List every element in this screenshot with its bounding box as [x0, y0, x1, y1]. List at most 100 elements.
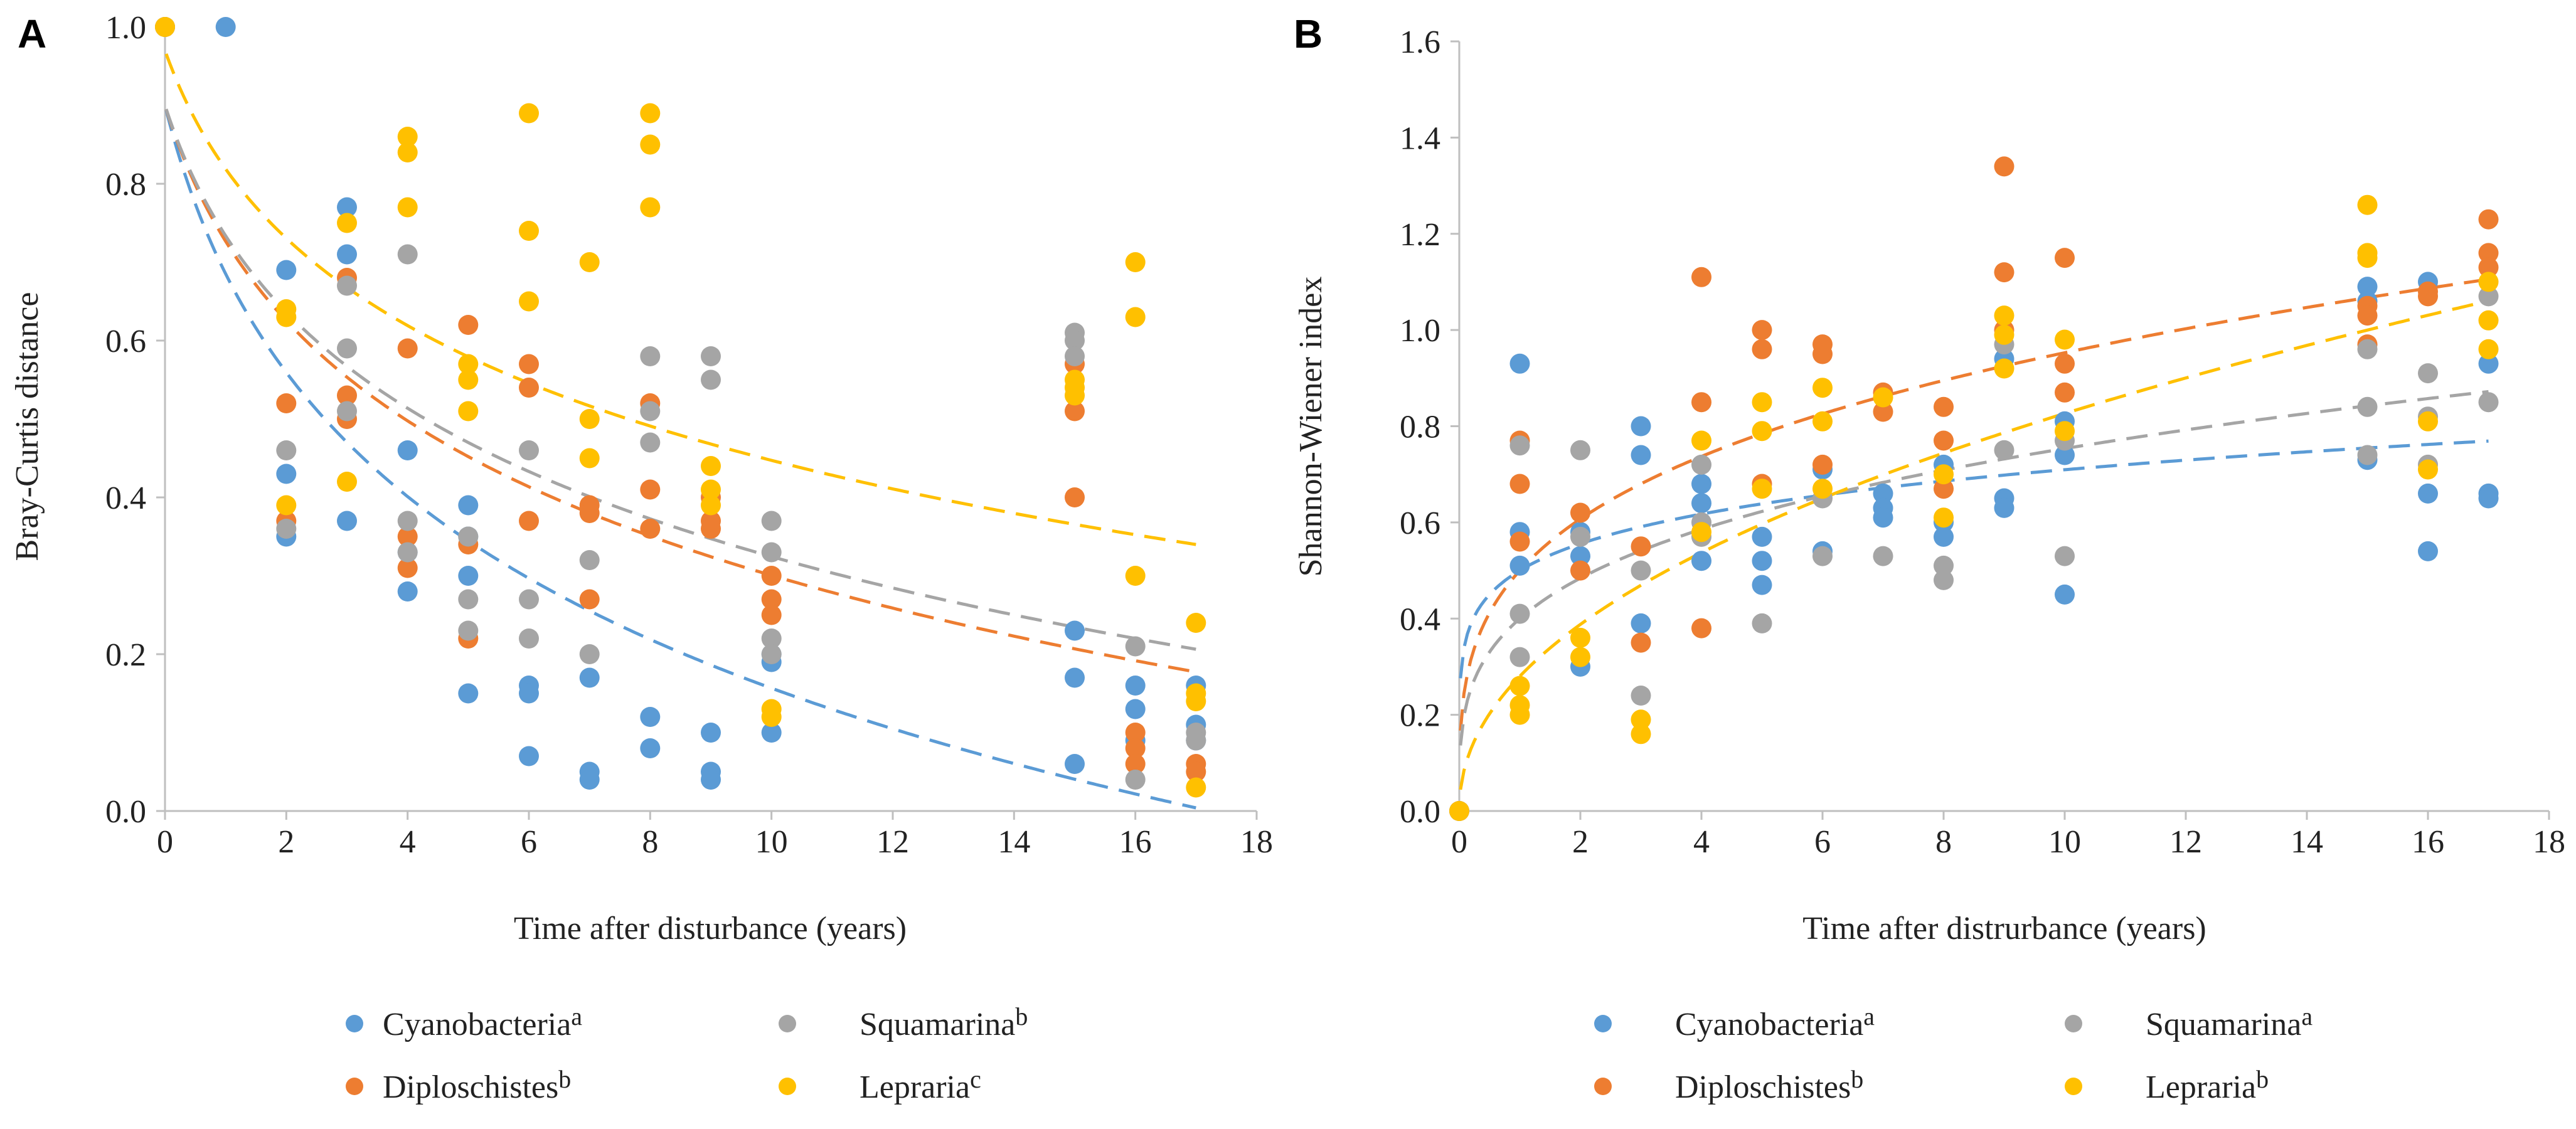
point-squamarina [701, 369, 721, 390]
point-cyanobacteria [1065, 754, 1085, 774]
point-squamarina [1994, 440, 2014, 460]
point-cyanobacteria [579, 667, 600, 688]
point-lepraria [1570, 647, 1590, 667]
point-squamarina [1812, 546, 1833, 566]
point-squamarina [1125, 770, 1146, 790]
point-lepraria [761, 707, 782, 727]
point-lepraria [1994, 324, 2014, 345]
panel-b-legend-item-lepraria: Leprariab [2065, 1065, 2269, 1105]
point-cyanobacteria [2357, 277, 2378, 297]
point-cyanobacteria [579, 770, 600, 790]
legend-marker-diploschistes [1594, 1078, 1612, 1095]
point-cyanobacteria [1691, 474, 1711, 494]
point-squamarina [640, 401, 661, 421]
point-diploschistes [2478, 243, 2499, 263]
point-diploschistes [579, 589, 600, 610]
point-lepraria [701, 495, 721, 516]
x-tick-label: 8 [1935, 824, 1952, 860]
point-lepraria [1186, 691, 1206, 711]
trendline-diploschistes [1459, 277, 2489, 731]
y-tick-label: 1.6 [1400, 24, 1440, 60]
point-diploschistes [337, 385, 357, 406]
point-cyanobacteria [397, 581, 418, 602]
point-diploschistes [1934, 479, 1954, 499]
point-cyanobacteria [276, 464, 297, 484]
point-cyanobacteria [2055, 445, 2075, 465]
point-cyanobacteria [2055, 584, 2075, 605]
point-squamarina [397, 542, 418, 563]
panel-a: A Bray-Curtis distance Time after distur… [9, 10, 1273, 1105]
point-cyanobacteria [1691, 493, 1711, 514]
point-squamarina [397, 244, 418, 265]
point-diploschistes [2055, 382, 2075, 403]
legend-marker-cyanobacteria [346, 1015, 363, 1032]
point-squamarina [519, 589, 539, 610]
point-cyanobacteria [2418, 541, 2438, 561]
point-squamarina [1065, 346, 1085, 366]
x-tick-label: 16 [2412, 824, 2444, 860]
legend-sup: b [2256, 1065, 2269, 1093]
point-diploschistes [640, 479, 661, 500]
point-diploschistes [1509, 531, 1530, 552]
y-tick-label: 0.8 [1400, 410, 1440, 445]
point-cyanobacteria [1125, 699, 1146, 719]
point-lepraria [1812, 378, 1833, 398]
x-tick-label: 18 [2533, 824, 2565, 860]
legend-sup: b [558, 1065, 571, 1093]
point-squamarina [1509, 647, 1530, 667]
point-cyanobacteria [519, 683, 539, 704]
point-lepraria [458, 401, 479, 421]
panel-a-points [155, 17, 1206, 798]
legend-label: Diploschistes [383, 1069, 558, 1105]
point-lepraria [1186, 777, 1206, 798]
point-lepraria [1934, 464, 1954, 485]
point-cyanobacteria [1752, 551, 1772, 571]
point-lepraria [1752, 392, 1772, 413]
point-squamarina [1752, 613, 1772, 633]
point-cyanobacteria [1752, 526, 1772, 547]
x-tick-label: 10 [755, 824, 788, 860]
legend-sup: b [1015, 1002, 1028, 1031]
point-cyanobacteria [1065, 620, 1085, 641]
point-cyanobacteria [1873, 507, 1893, 528]
legend-label: Cyanobacteria [383, 1007, 571, 1042]
panel-b-legend-item-squamarina: Squamarinaa [2065, 1002, 2313, 1042]
point-lepraria [579, 448, 600, 469]
point-squamarina [2357, 339, 2378, 359]
legend-marker-cyanobacteria [1594, 1015, 1612, 1032]
point-cyanobacteria [701, 723, 721, 743]
x-tick-label: 2 [278, 824, 294, 860]
point-cyanobacteria [2418, 483, 2438, 504]
point-lepraria [397, 142, 418, 162]
legend-marker-lepraria [2065, 1078, 2082, 1095]
point-lepraria [519, 221, 539, 241]
panel-a-x-axis-label: Time after disturbance (years) [514, 911, 907, 946]
point-lepraria [1509, 676, 1530, 696]
point-squamarina [1570, 440, 1590, 460]
panel-a-legend-item-lepraria: Leprariac [779, 1065, 981, 1105]
y-tick-label: 1.0 [105, 10, 146, 46]
point-diploschistes [1691, 392, 1711, 413]
point-diploschistes [519, 378, 539, 398]
svg-text:Cyanobacteriaa: Cyanobacteriaa [383, 1002, 582, 1042]
y-tick-label: 1.2 [1400, 217, 1440, 253]
point-lepraria [2418, 459, 2438, 480]
point-diploschistes [1186, 761, 1206, 782]
trendline-cyanobacteria [164, 110, 1196, 810]
svg-text:Leprariac: Leprariac [860, 1065, 981, 1105]
point-squamarina [1125, 636, 1146, 657]
panel-a-legend: Cyanobacteriaa Squamarinab Diploschistes… [346, 1002, 1028, 1105]
point-squamarina [2055, 546, 2075, 566]
point-cyanobacteria [1509, 353, 1530, 374]
trendline-lepraria [1459, 299, 2489, 790]
x-tick-label: 2 [1572, 824, 1589, 860]
point-diploschistes [1994, 262, 2014, 283]
point-lepraria [2418, 411, 2438, 432]
legend-sup: a [571, 1002, 582, 1031]
point-diploschistes [519, 511, 539, 531]
legend-label: Cyanobacteria [1675, 1007, 1863, 1042]
point-lepraria [519, 291, 539, 312]
point-lepraria [640, 197, 661, 218]
point-lepraria [1994, 358, 2014, 379]
point-diploschistes [276, 393, 297, 413]
